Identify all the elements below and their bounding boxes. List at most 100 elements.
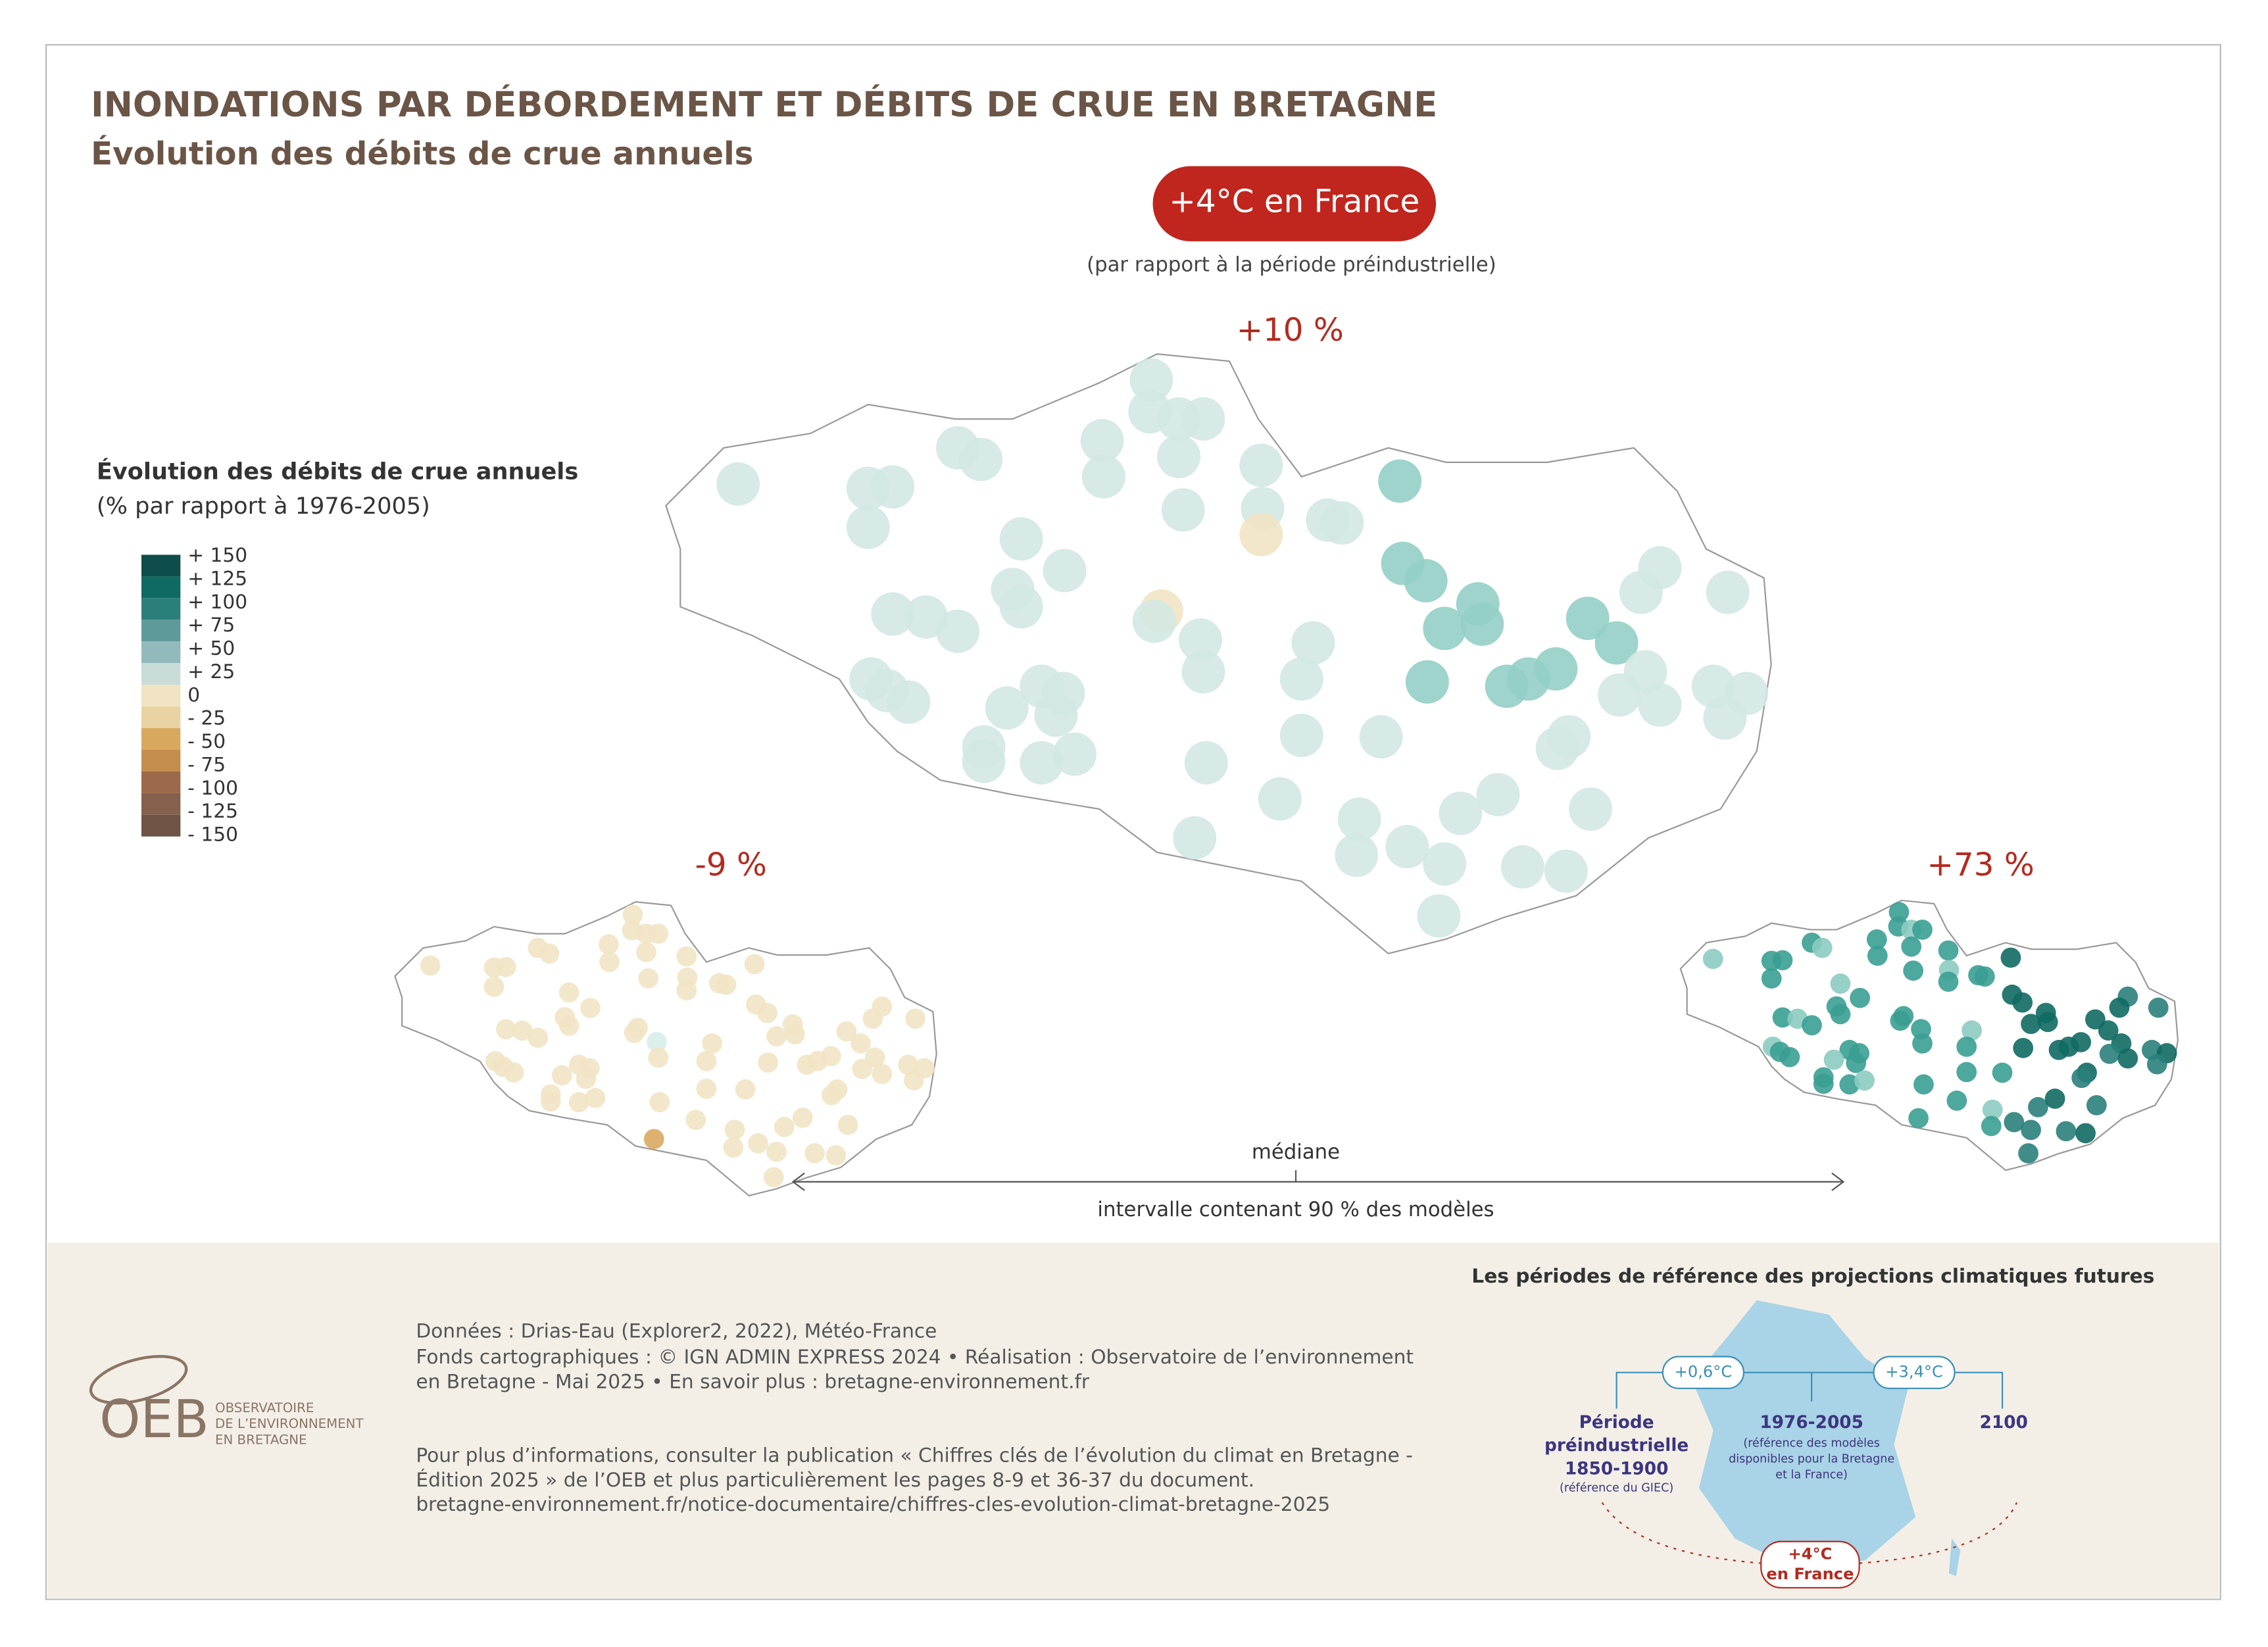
legend-label: - 75 bbox=[187, 752, 226, 775]
station bbox=[1565, 597, 1610, 641]
station bbox=[622, 904, 643, 925]
station bbox=[1619, 570, 1663, 614]
legend-label: + 125 bbox=[187, 567, 247, 590]
legend-label: + 75 bbox=[187, 613, 235, 636]
inset-badge-text: +4°C bbox=[1788, 1544, 1833, 1563]
station bbox=[1888, 902, 1910, 923]
station bbox=[716, 462, 760, 506]
station bbox=[599, 952, 620, 973]
station bbox=[1239, 512, 1283, 556]
badge-text: +4°C en France bbox=[1169, 184, 1419, 220]
station bbox=[871, 465, 915, 509]
legend-label: + 100 bbox=[187, 590, 247, 613]
legend-swatch bbox=[141, 749, 181, 772]
station bbox=[624, 1022, 645, 1043]
station bbox=[1129, 358, 1173, 402]
station bbox=[1823, 1049, 1844, 1070]
station bbox=[1956, 1036, 1977, 1057]
station bbox=[649, 1092, 670, 1113]
station bbox=[822, 1085, 842, 1106]
station bbox=[552, 1065, 572, 1086]
warm-label: +0,6°C bbox=[1675, 1363, 1733, 1381]
station bbox=[2148, 997, 2169, 1018]
station bbox=[1992, 1062, 2013, 1083]
station bbox=[1772, 1007, 1793, 1028]
title: INONDATIONS PAR DÉBORDEMENT ET DÉBITS DE… bbox=[91, 84, 1437, 125]
station bbox=[1405, 660, 1449, 704]
station bbox=[1279, 657, 1323, 701]
station bbox=[576, 1068, 597, 1089]
station bbox=[2075, 1123, 2096, 1144]
warm-box bbox=[1662, 1356, 1745, 1389]
period: 2100 bbox=[1980, 1413, 2028, 1433]
station bbox=[1772, 950, 1793, 971]
station bbox=[685, 1110, 706, 1131]
station bbox=[871, 592, 915, 636]
station bbox=[2000, 947, 2021, 968]
station bbox=[962, 739, 1006, 783]
station bbox=[512, 1020, 533, 1041]
station bbox=[1161, 488, 1205, 532]
station bbox=[2098, 1020, 2119, 1041]
station bbox=[1157, 435, 1201, 479]
legend-swatch bbox=[141, 685, 181, 707]
station bbox=[1912, 920, 1933, 940]
inset-badge-text: en France bbox=[1766, 1565, 1854, 1583]
station bbox=[1279, 714, 1323, 757]
station bbox=[999, 585, 1043, 629]
station bbox=[1239, 443, 1283, 487]
station bbox=[495, 956, 516, 977]
legend-label: - 50 bbox=[187, 729, 226, 752]
station bbox=[528, 1027, 549, 1048]
station bbox=[2109, 997, 2130, 1018]
station bbox=[872, 1064, 893, 1085]
legend-swatch bbox=[141, 663, 181, 685]
logo-mark bbox=[89, 1355, 188, 1405]
station bbox=[2117, 1048, 2138, 1069]
info-line: Pour plus d’informations, consulter la p… bbox=[416, 1444, 1413, 1467]
map bbox=[1679, 899, 2179, 1171]
station bbox=[2044, 1089, 2065, 1109]
station bbox=[1846, 1052, 1867, 1073]
logo-text: DE L’ENVIRONNEMENT bbox=[215, 1416, 364, 1431]
legend-swatch bbox=[141, 728, 181, 750]
station bbox=[643, 1129, 664, 1150]
info-line: Édition 2025 » de l’OEB et plus particul… bbox=[416, 1468, 1254, 1491]
logo-text: OBSERVATOIRE bbox=[215, 1400, 314, 1415]
legend-label: + 25 bbox=[187, 660, 235, 683]
station bbox=[2021, 1119, 2041, 1141]
station bbox=[1830, 973, 1851, 994]
maps bbox=[394, 353, 2179, 1197]
station bbox=[1359, 715, 1403, 759]
station bbox=[724, 1119, 745, 1141]
station bbox=[763, 1167, 784, 1188]
inset-badge bbox=[1760, 1540, 1860, 1589]
station bbox=[1594, 621, 1639, 665]
legend-swatch bbox=[141, 793, 181, 815]
station bbox=[1184, 741, 1228, 785]
source-line: Données : Drias-Eau (Explorer2, 2022), M… bbox=[416, 1319, 937, 1342]
station bbox=[1961, 1020, 1983, 1041]
station bbox=[2086, 1094, 2107, 1116]
station bbox=[1173, 816, 1217, 860]
legend-title: Évolution des débits de crue annuels bbox=[97, 457, 578, 485]
station bbox=[792, 1108, 813, 1128]
station bbox=[1043, 549, 1087, 593]
station bbox=[999, 517, 1043, 561]
station bbox=[2013, 1037, 2034, 1058]
legend-label: 0 bbox=[187, 683, 200, 706]
station bbox=[1181, 397, 1225, 441]
station bbox=[1320, 501, 1364, 545]
station bbox=[2071, 1068, 2092, 1089]
interval-label: intervalle contenant 90 % des modèles bbox=[1097, 1198, 1494, 1221]
station bbox=[1423, 606, 1467, 651]
station bbox=[1423, 842, 1467, 886]
station bbox=[676, 946, 697, 967]
legend-swatch bbox=[141, 554, 181, 577]
station bbox=[837, 1114, 858, 1135]
legend-subtitle: (% par rapport à 1976-2005) bbox=[97, 493, 430, 520]
station bbox=[1956, 1062, 1977, 1083]
legend-swatch bbox=[141, 620, 181, 642]
legend-swatch bbox=[141, 706, 181, 729]
station bbox=[1500, 845, 1544, 889]
